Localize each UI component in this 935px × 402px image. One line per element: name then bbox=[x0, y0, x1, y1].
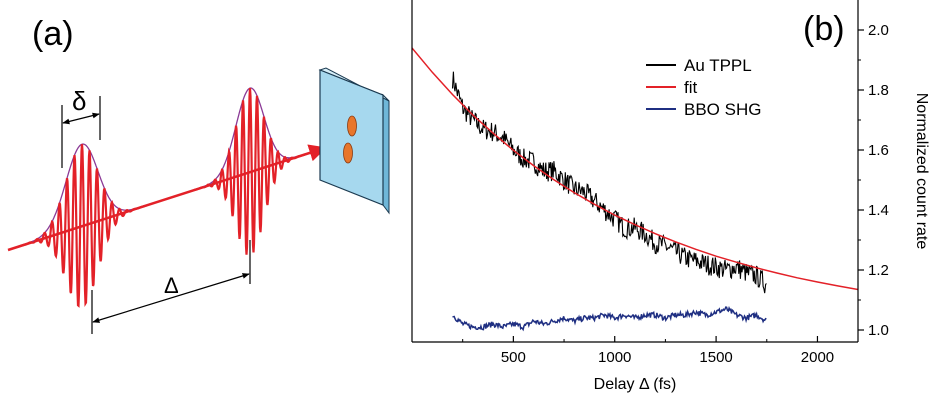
legend-label-au-tppl: Au TPPL bbox=[684, 56, 752, 75]
sample-slab bbox=[318, 67, 390, 215]
series-line-fit bbox=[412, 47, 858, 291]
x-tick-label: 1500 bbox=[699, 349, 732, 366]
Delta-arrow bbox=[92, 273, 250, 323]
nanostructure-spot-top bbox=[347, 115, 357, 137]
tick-layer: 500 1000 1500 2000 1.0 1.2 1.4 1.6 1.8 2.0 bbox=[462, 22, 889, 366]
x-tick-label: 500 bbox=[501, 349, 526, 366]
series-layer bbox=[412, 47, 858, 332]
series-line-bbo-shg bbox=[452, 305, 767, 332]
series-line-au-tppl bbox=[451, 71, 767, 294]
delta-arrow bbox=[62, 112, 100, 125]
panel-a-label: (a) bbox=[32, 15, 74, 53]
delta-label: δ bbox=[72, 86, 86, 116]
legend: Au TPPL fit BBO SHG bbox=[646, 56, 761, 119]
panel-b-label: (b) bbox=[803, 10, 845, 48]
x-tick-label: 1000 bbox=[598, 349, 631, 366]
panel-b-chart: (b) 500 1000 1500 2000 1.0 1.2 1.4 1.6 1.8 2.0 De… bbox=[411, 0, 930, 393]
beam-line bbox=[7, 144, 327, 252]
y-axis-label: Normalized count rate bbox=[913, 93, 930, 250]
pulse-1-carrier bbox=[17, 144, 147, 308]
y-tick-label: 1.6 bbox=[868, 142, 889, 159]
pulse-2-carrier bbox=[193, 88, 307, 255]
y-tick-label: 1.0 bbox=[868, 322, 889, 339]
x-axis-label: Delay Δ (fs) bbox=[594, 376, 677, 393]
y-tick-label: 1.8 bbox=[868, 82, 889, 99]
legend-label-fit: fit bbox=[684, 78, 698, 97]
panel-a-schematic: (a) δ Δ bbox=[7, 15, 390, 334]
y-tick-label: 1.2 bbox=[868, 262, 889, 279]
nanostructure-spot-bottom bbox=[343, 142, 353, 164]
y-tick-label: 1.4 bbox=[868, 202, 889, 219]
Delta-label: Δ bbox=[164, 273, 179, 298]
legend-label-bbo-shg: BBO SHG bbox=[684, 100, 761, 119]
x-tick-label: 2000 bbox=[801, 349, 834, 366]
y-tick-label: 2.0 bbox=[868, 22, 889, 39]
